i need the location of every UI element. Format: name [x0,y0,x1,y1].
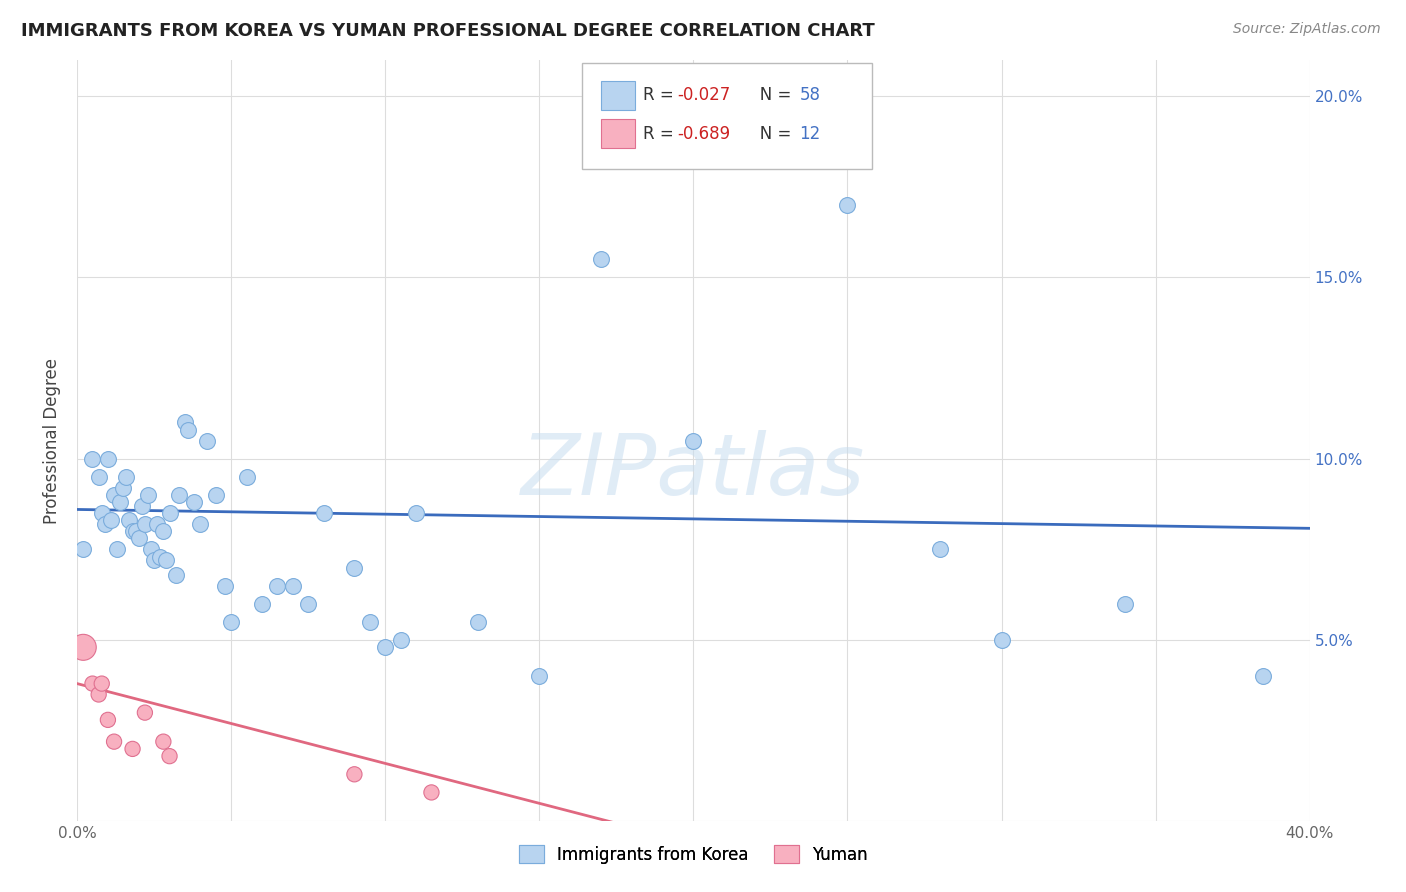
Point [134,516,156,531]
Point [990,633,1012,648]
Point [1253,669,1275,683]
Point [146,516,169,531]
Point [72,542,94,557]
Point [97,713,120,727]
Point [128,532,150,546]
Point [250,597,273,611]
Point [110,495,132,509]
Point [281,579,304,593]
Text: -0.689: -0.689 [678,125,731,143]
Point [266,579,288,593]
Point [139,542,162,557]
Text: R =: R = [643,125,679,143]
Point [188,516,211,531]
Point [103,734,125,748]
Text: 12: 12 [800,125,821,143]
Point [589,252,612,267]
Point [105,542,128,557]
Text: N =: N = [744,125,797,143]
Point [297,597,319,611]
Point [343,767,366,781]
Point [420,785,443,799]
FancyBboxPatch shape [600,81,636,110]
Point [195,434,218,448]
Point [343,560,366,574]
Point [159,749,181,764]
Point [143,553,166,567]
Point [115,470,138,484]
Point [149,549,172,564]
Point [87,470,110,484]
Point [183,495,205,509]
Point [112,481,135,495]
Point [312,506,335,520]
Point [87,688,110,702]
Point [136,488,159,502]
Point [219,615,242,629]
Point [155,553,177,567]
Point [214,579,236,593]
Point [467,615,489,629]
Point [90,676,112,690]
Point [121,742,143,756]
Point [94,516,117,531]
Point [167,488,190,502]
Text: Source: ZipAtlas.com: Source: ZipAtlas.com [1233,22,1381,37]
Point [165,567,187,582]
Point [118,513,141,527]
Point [744,143,766,157]
Point [389,633,412,648]
Point [405,506,427,520]
Point [620,125,643,139]
Point [103,488,125,502]
Text: 58: 58 [800,87,820,104]
Y-axis label: Professional Degree: Professional Degree [44,358,60,524]
Point [837,198,859,212]
Point [152,524,174,539]
Point [131,499,153,513]
Point [124,524,146,539]
Text: IMMIGRANTS FROM KOREA VS YUMAN PROFESSIONAL DEGREE CORRELATION CHART: IMMIGRANTS FROM KOREA VS YUMAN PROFESSIO… [21,22,875,40]
Point [174,416,197,430]
Point [90,506,112,520]
Text: ZIPatlas: ZIPatlas [522,430,866,513]
Point [152,734,174,748]
Point [1114,597,1136,611]
FancyBboxPatch shape [582,63,872,169]
Text: -0.027: -0.027 [678,87,731,104]
Point [82,676,104,690]
Point [134,706,156,720]
Legend: Immigrants from Korea, Yuman: Immigrants from Korea, Yuman [512,838,875,871]
Point [159,506,181,520]
Point [204,488,226,502]
Text: N =: N = [744,87,797,104]
FancyBboxPatch shape [600,119,636,148]
Point [235,470,257,484]
Point [928,542,950,557]
Point [529,669,551,683]
Point [177,423,200,437]
Point [374,640,396,655]
Point [82,451,104,466]
Point [72,640,94,655]
Text: R =: R = [643,87,679,104]
Point [100,513,122,527]
Point [682,434,704,448]
Point [359,615,381,629]
Point [121,524,143,539]
Point [97,451,120,466]
